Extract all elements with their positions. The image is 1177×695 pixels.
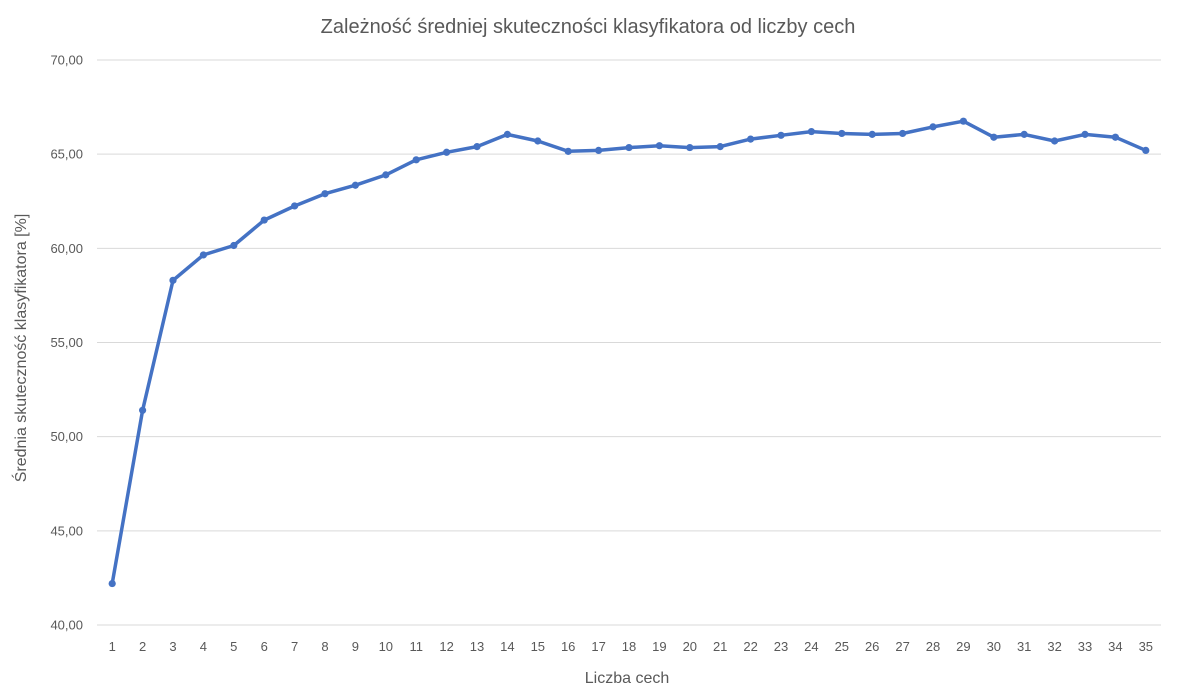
data-point bbox=[169, 276, 177, 284]
x-tick-label: 25 bbox=[835, 639, 849, 654]
x-tick-label: 1 bbox=[109, 639, 116, 654]
data-point bbox=[899, 129, 907, 138]
x-tick-label: 9 bbox=[352, 639, 359, 654]
data-point bbox=[291, 202, 299, 210]
x-tick-label: 7 bbox=[291, 639, 298, 654]
x-tick-label: 28 bbox=[926, 639, 940, 654]
x-tick-label: 10 bbox=[379, 639, 393, 654]
x-tick-label: 21 bbox=[713, 639, 727, 654]
x-tick-label: 20 bbox=[683, 639, 697, 654]
data-point bbox=[655, 142, 664, 150]
data-point bbox=[868, 130, 876, 138]
x-tick-label: 4 bbox=[200, 639, 207, 654]
x-tick-label: 2 bbox=[139, 639, 146, 654]
data-point bbox=[929, 123, 937, 131]
data-point bbox=[777, 131, 785, 139]
data-point bbox=[716, 143, 724, 151]
series-layer bbox=[108, 117, 1150, 588]
x-tick-label: 6 bbox=[261, 639, 268, 654]
data-point bbox=[108, 579, 116, 588]
data-point bbox=[351, 181, 359, 189]
x-tick-label: 18 bbox=[622, 639, 636, 654]
x-tick-label: 14 bbox=[500, 639, 514, 654]
y-tick-label: 60,00 bbox=[50, 241, 83, 256]
x-tick-label: 29 bbox=[956, 639, 970, 654]
data-point bbox=[260, 216, 268, 224]
data-point bbox=[747, 135, 755, 143]
data-point bbox=[473, 143, 481, 151]
x-tick-label: 11 bbox=[409, 639, 423, 654]
x-tick-label: 32 bbox=[1047, 639, 1061, 654]
data-point bbox=[1020, 130, 1028, 138]
x-tick-label: 24 bbox=[804, 639, 818, 654]
x-tick-label: 8 bbox=[321, 639, 328, 654]
data-point bbox=[199, 251, 207, 259]
x-tick-label: 27 bbox=[895, 639, 909, 654]
data-point bbox=[139, 406, 147, 414]
y-axis-title: Średnia skuteczność klasyfikatora [%] bbox=[11, 214, 30, 483]
y-axis-ticks: 40,00 45,00 50,00 55,00 60,00 65,00 70,00 bbox=[50, 53, 83, 633]
data-point bbox=[503, 130, 511, 138]
data-point bbox=[807, 127, 816, 136]
x-tick-label: 31 bbox=[1017, 639, 1031, 654]
x-tick-label: 19 bbox=[652, 639, 666, 654]
series-line bbox=[110, 119, 1148, 586]
x-tick-label: 35 bbox=[1139, 639, 1153, 654]
x-tick-label: 13 bbox=[470, 639, 484, 654]
y-tick-label: 50,00 bbox=[50, 429, 83, 444]
data-point bbox=[412, 156, 420, 164]
x-tick-label: 30 bbox=[987, 639, 1001, 654]
data-point bbox=[1081, 130, 1089, 138]
y-tick-label: 40,00 bbox=[50, 618, 83, 633]
data-point bbox=[1051, 137, 1059, 145]
x-tick-label: 15 bbox=[531, 639, 545, 654]
x-tick-label: 33 bbox=[1078, 639, 1092, 654]
x-tick-label: 3 bbox=[169, 639, 176, 654]
x-tick-label: 22 bbox=[743, 639, 757, 654]
data-point bbox=[230, 241, 238, 250]
data-point bbox=[959, 117, 968, 125]
data-point bbox=[1142, 146, 1150, 154]
x-tick-label: 17 bbox=[591, 639, 605, 654]
chart-title: Zależność średniej skuteczności klasyfik… bbox=[321, 16, 856, 38]
y-tick-label: 70,00 bbox=[50, 53, 83, 68]
x-axis-ticks: 1 2 3 4 5 6 7 8 9 10 11 12 13 14 15 16 17 18 19 20 21 22 23 24 2… bbox=[109, 639, 1153, 654]
data-point bbox=[625, 143, 633, 152]
y-tick-label: 55,00 bbox=[50, 335, 83, 350]
y-tick-label: 65,00 bbox=[50, 147, 83, 162]
data-point bbox=[595, 146, 603, 154]
x-tick-label: 12 bbox=[439, 639, 453, 654]
data-point bbox=[838, 129, 846, 138]
x-tick-label: 23 bbox=[774, 639, 788, 654]
data-point bbox=[990, 133, 998, 141]
data-point bbox=[382, 171, 390, 179]
data-point bbox=[534, 137, 542, 145]
data-point bbox=[321, 190, 329, 198]
data-point bbox=[564, 147, 572, 155]
gridlines bbox=[97, 59, 1161, 626]
x-axis-title: Liczba cech bbox=[585, 670, 670, 687]
y-tick-label: 45,00 bbox=[50, 523, 83, 538]
data-point bbox=[1111, 133, 1119, 141]
x-tick-label: 34 bbox=[1108, 639, 1122, 654]
data-point bbox=[686, 143, 694, 152]
x-tick-label: 26 bbox=[865, 639, 879, 654]
x-tick-label: 16 bbox=[561, 639, 575, 654]
data-point bbox=[443, 148, 451, 156]
x-tick-label: 5 bbox=[230, 639, 237, 654]
